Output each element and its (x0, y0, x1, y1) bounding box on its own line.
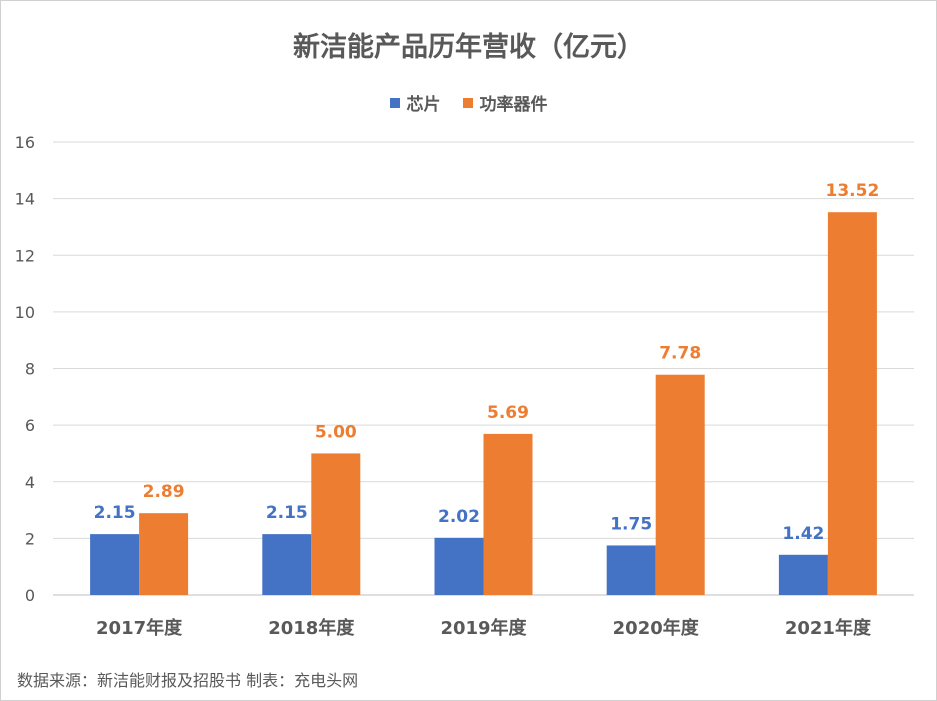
bar-power-device (655, 374, 705, 595)
legend-swatch-chip (389, 97, 400, 108)
data-label: 2.15 (266, 503, 308, 523)
bar-chip (262, 534, 312, 595)
bar-power-device (311, 453, 361, 595)
x-tick-label: 2018年度 (268, 617, 355, 639)
bar-power-device (827, 212, 877, 595)
bar-chip (90, 534, 140, 595)
legend-item-chip: 芯片 (389, 90, 441, 115)
data-label: 2.15 (94, 503, 136, 523)
data-label: 13.52 (826, 181, 880, 201)
y-tick-label: 16 (15, 133, 35, 152)
bar-chip (778, 554, 828, 595)
data-label: 2.02 (438, 507, 480, 527)
y-tick-label: 12 (15, 246, 35, 265)
data-label: 5.00 (315, 422, 357, 442)
x-tick-label: 2020年度 (613, 617, 700, 639)
y-tick-label: 14 (15, 190, 35, 209)
bar-chip (434, 537, 484, 595)
x-tick-label: 2019年度 (440, 617, 527, 639)
bar-chip (606, 545, 656, 595)
chart-title: 新洁能产品历年营收（亿元） (293, 32, 644, 63)
data-label: 7.78 (659, 344, 701, 364)
legend-label-chip: 芯片 (406, 95, 441, 115)
legend-label-power-device: 功率器件 (479, 95, 548, 115)
y-tick-label: 8 (25, 360, 35, 379)
data-label: 1.42 (782, 524, 824, 544)
data-label: 1.75 (610, 514, 652, 534)
legend-swatch-power-device (462, 97, 473, 108)
y-tick-label: 10 (15, 303, 35, 322)
legend-item-power-device: 功率器件 (462, 90, 548, 115)
bar-power-device (483, 433, 533, 595)
y-tick-label: 6 (25, 416, 35, 435)
chart-legend: 芯片 功率器件 (1, 90, 936, 115)
y-tick-label: 4 (25, 473, 35, 492)
source-note: 数据来源：新洁能财报及招股书 制表：充电头网 (17, 671, 359, 690)
bar-power-device (139, 513, 189, 595)
x-tick-label: 2017年度 (96, 617, 183, 639)
y-tick-label: 2 (25, 529, 35, 548)
x-tick-label: 2021年度 (785, 617, 872, 639)
data-label: 5.69 (487, 403, 529, 423)
y-tick-label: 0 (25, 586, 35, 605)
data-label: 2.89 (143, 482, 185, 502)
